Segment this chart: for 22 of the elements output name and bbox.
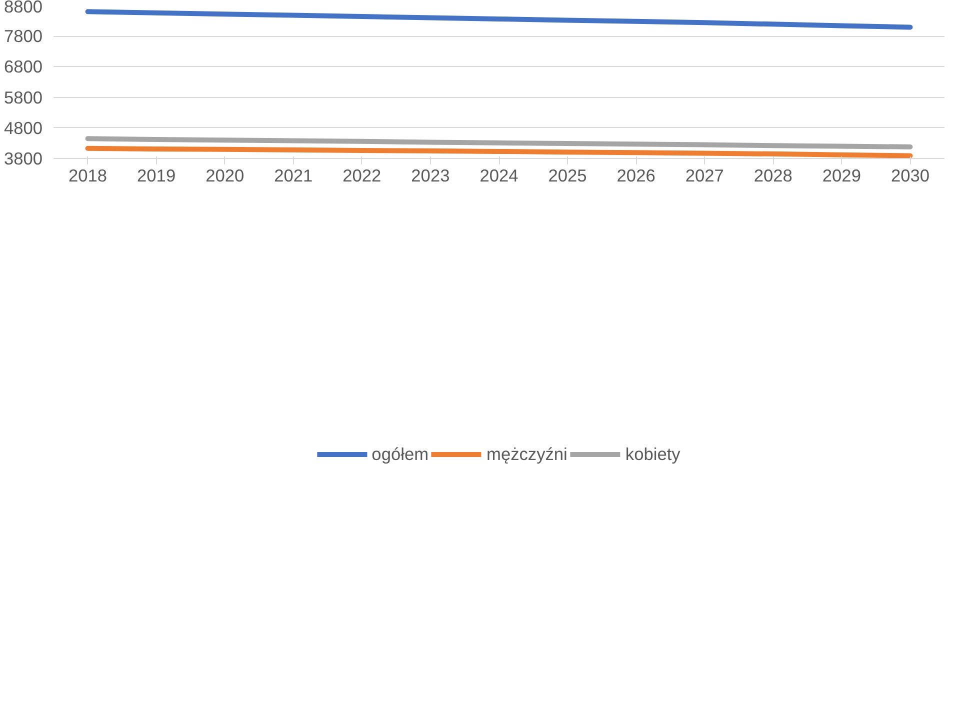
- x-tick-label: 2020: [206, 166, 244, 186]
- legend-label: kobiety: [625, 444, 680, 464]
- y-tick-label: 6800: [4, 56, 43, 77]
- y-tick-label: 5800: [4, 87, 43, 108]
- x-tick-label: 2028: [754, 166, 792, 186]
- y-tick-label: 3800: [4, 148, 43, 168]
- y-tick-label: 8800: [4, 0, 43, 16]
- y-tick-label: 7800: [4, 26, 43, 46]
- x-tick-label: 2018: [68, 166, 108, 186]
- x-tick-label: 2022: [342, 166, 382, 186]
- x-tick-label: 2023: [411, 166, 450, 186]
- legend-label: ogółem: [372, 444, 429, 464]
- x-tick-label: 2021: [274, 166, 313, 186]
- x-tick-label: 2029: [822, 166, 861, 186]
- x-tick-label: 2026: [616, 166, 656, 186]
- x-tick-label: 2025: [548, 166, 587, 186]
- x-tick-label: 2030: [890, 166, 930, 186]
- x-tick-label: 2024: [480, 166, 519, 186]
- x-tick-label: 2019: [137, 166, 176, 186]
- x-tick-label: 2027: [685, 166, 724, 186]
- y-tick-label: 4800: [4, 118, 43, 138]
- legend-label: mężczyźni: [486, 444, 568, 464]
